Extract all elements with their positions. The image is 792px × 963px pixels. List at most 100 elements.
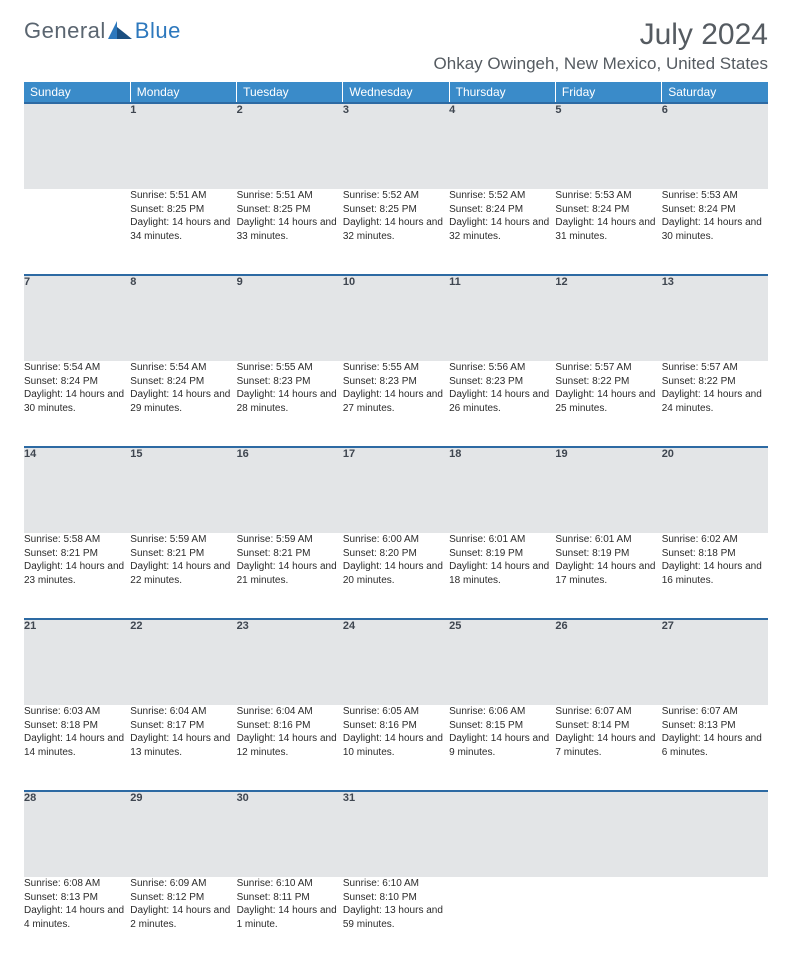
day-body-cell: Sunrise: 6:04 AMSunset: 8:17 PMDaylight:… xyxy=(130,705,236,791)
sunrise-text: Sunrise: 5:53 AM xyxy=(555,189,661,203)
day-body-row: Sunrise: 5:54 AMSunset: 8:24 PMDaylight:… xyxy=(24,361,768,447)
sunrise-text: Sunrise: 6:07 AM xyxy=(662,705,768,719)
day-number-cell: 15 xyxy=(130,447,236,533)
weekday-header: Wednesday xyxy=(343,82,449,103)
day-body-cell: Sunrise: 5:58 AMSunset: 8:21 PMDaylight:… xyxy=(24,533,130,619)
sunrise-text: Sunrise: 6:10 AM xyxy=(237,877,343,891)
day-body-cell: Sunrise: 6:10 AMSunset: 8:10 PMDaylight:… xyxy=(343,877,449,963)
day-number-cell: 25 xyxy=(449,619,555,705)
sunset-text: Sunset: 8:11 PM xyxy=(237,891,343,905)
day-body-cell: Sunrise: 6:03 AMSunset: 8:18 PMDaylight:… xyxy=(24,705,130,791)
day-body-cell: Sunrise: 6:07 AMSunset: 8:13 PMDaylight:… xyxy=(662,705,768,791)
sunrise-text: Sunrise: 5:55 AM xyxy=(343,361,449,375)
daylight-text: Daylight: 14 hours and 20 minutes. xyxy=(343,560,449,587)
day-number-cell: 26 xyxy=(555,619,661,705)
day-body-cell: Sunrise: 6:01 AMSunset: 8:19 PMDaylight:… xyxy=(555,533,661,619)
daylight-text: Daylight: 14 hours and 31 minutes. xyxy=(555,216,661,243)
sunset-text: Sunset: 8:15 PM xyxy=(449,719,555,733)
sunset-text: Sunset: 8:24 PM xyxy=(130,375,236,389)
daylight-text: Daylight: 14 hours and 26 minutes. xyxy=(449,388,555,415)
day-number-row: 28293031 xyxy=(24,791,768,877)
sunset-text: Sunset: 8:23 PM xyxy=(449,375,555,389)
day-body-cell xyxy=(662,877,768,963)
sunrise-text: Sunrise: 6:07 AM xyxy=(555,705,661,719)
day-number-cell: 29 xyxy=(130,791,236,877)
weekday-header: Sunday xyxy=(24,82,130,103)
day-body-cell: Sunrise: 5:51 AMSunset: 8:25 PMDaylight:… xyxy=(130,189,236,275)
sunrise-text: Sunrise: 5:59 AM xyxy=(237,533,343,547)
sunrise-text: Sunrise: 6:02 AM xyxy=(662,533,768,547)
day-body-cell: Sunrise: 5:54 AMSunset: 8:24 PMDaylight:… xyxy=(24,361,130,447)
daylight-text: Daylight: 14 hours and 24 minutes. xyxy=(662,388,768,415)
day-body-cell: Sunrise: 5:57 AMSunset: 8:22 PMDaylight:… xyxy=(555,361,661,447)
sunset-text: Sunset: 8:13 PM xyxy=(662,719,768,733)
sunset-text: Sunset: 8:24 PM xyxy=(449,203,555,217)
daylight-text: Daylight: 14 hours and 32 minutes. xyxy=(343,216,449,243)
day-body-cell xyxy=(449,877,555,963)
day-number-cell: 10 xyxy=(343,275,449,361)
sunset-text: Sunset: 8:16 PM xyxy=(237,719,343,733)
day-number-cell: 23 xyxy=(237,619,343,705)
weekday-header-row: SundayMondayTuesdayWednesdayThursdayFrid… xyxy=(24,82,768,103)
daylight-text: Daylight: 14 hours and 34 minutes. xyxy=(130,216,236,243)
day-number-cell: 21 xyxy=(24,619,130,705)
day-body-cell: Sunrise: 6:00 AMSunset: 8:20 PMDaylight:… xyxy=(343,533,449,619)
day-number-cell xyxy=(449,791,555,877)
daylight-text: Daylight: 14 hours and 9 minutes. xyxy=(449,732,555,759)
day-number-cell: 3 xyxy=(343,103,449,189)
day-number-cell: 13 xyxy=(662,275,768,361)
daylight-text: Daylight: 14 hours and 2 minutes. xyxy=(130,904,236,931)
day-body-cell: Sunrise: 6:05 AMSunset: 8:16 PMDaylight:… xyxy=(343,705,449,791)
sunset-text: Sunset: 8:22 PM xyxy=(662,375,768,389)
brand-text-2: Blue xyxy=(135,18,181,44)
daylight-text: Daylight: 14 hours and 10 minutes. xyxy=(343,732,449,759)
day-number-cell: 31 xyxy=(343,791,449,877)
daylight-text: Daylight: 14 hours and 7 minutes. xyxy=(555,732,661,759)
sunset-text: Sunset: 8:13 PM xyxy=(24,891,130,905)
daylight-text: Daylight: 14 hours and 22 minutes. xyxy=(130,560,236,587)
day-body-cell xyxy=(24,189,130,275)
sunset-text: Sunset: 8:23 PM xyxy=(343,375,449,389)
brand-logo: General Blue xyxy=(24,18,181,44)
sunset-text: Sunset: 8:23 PM xyxy=(237,375,343,389)
day-number-row: 123456 xyxy=(24,103,768,189)
day-number-cell: 2 xyxy=(237,103,343,189)
sunrise-text: Sunrise: 5:57 AM xyxy=(662,361,768,375)
day-number-row: 21222324252627 xyxy=(24,619,768,705)
day-number-cell xyxy=(662,791,768,877)
day-body-cell: Sunrise: 6:09 AMSunset: 8:12 PMDaylight:… xyxy=(130,877,236,963)
sunset-text: Sunset: 8:22 PM xyxy=(555,375,661,389)
day-number-row: 78910111213 xyxy=(24,275,768,361)
sunset-text: Sunset: 8:25 PM xyxy=(130,203,236,217)
daylight-text: Daylight: 14 hours and 30 minutes. xyxy=(24,388,130,415)
day-body-cell: Sunrise: 5:54 AMSunset: 8:24 PMDaylight:… xyxy=(130,361,236,447)
daylight-text: Daylight: 14 hours and 32 minutes. xyxy=(449,216,555,243)
day-number-cell: 11 xyxy=(449,275,555,361)
daylight-text: Daylight: 14 hours and 18 minutes. xyxy=(449,560,555,587)
location-text: Ohkay Owingeh, New Mexico, United States xyxy=(24,54,768,74)
logo-flag-icon xyxy=(108,21,134,41)
day-body-cell: Sunrise: 5:51 AMSunset: 8:25 PMDaylight:… xyxy=(237,189,343,275)
sunrise-text: Sunrise: 5:55 AM xyxy=(237,361,343,375)
day-number-cell: 7 xyxy=(24,275,130,361)
weekday-header: Monday xyxy=(130,82,236,103)
daylight-text: Daylight: 14 hours and 17 minutes. xyxy=(555,560,661,587)
day-number-cell xyxy=(555,791,661,877)
calendar-table: SundayMondayTuesdayWednesdayThursdayFrid… xyxy=(24,82,768,963)
day-body-cell: Sunrise: 5:52 AMSunset: 8:24 PMDaylight:… xyxy=(449,189,555,275)
day-body-row: Sunrise: 5:58 AMSunset: 8:21 PMDaylight:… xyxy=(24,533,768,619)
daylight-text: Daylight: 14 hours and 29 minutes. xyxy=(130,388,236,415)
sunrise-text: Sunrise: 5:58 AM xyxy=(24,533,130,547)
day-body-cell: Sunrise: 5:55 AMSunset: 8:23 PMDaylight:… xyxy=(237,361,343,447)
day-number-cell: 28 xyxy=(24,791,130,877)
daylight-text: Daylight: 14 hours and 21 minutes. xyxy=(237,560,343,587)
daylight-text: Daylight: 14 hours and 30 minutes. xyxy=(662,216,768,243)
sunset-text: Sunset: 8:24 PM xyxy=(24,375,130,389)
sunset-text: Sunset: 8:19 PM xyxy=(555,547,661,561)
day-body-cell: Sunrise: 6:10 AMSunset: 8:11 PMDaylight:… xyxy=(237,877,343,963)
daylight-text: Daylight: 14 hours and 1 minute. xyxy=(237,904,343,931)
sunset-text: Sunset: 8:21 PM xyxy=(130,547,236,561)
sunrise-text: Sunrise: 6:04 AM xyxy=(130,705,236,719)
daylight-text: Daylight: 14 hours and 6 minutes. xyxy=(662,732,768,759)
day-number-cell: 18 xyxy=(449,447,555,533)
